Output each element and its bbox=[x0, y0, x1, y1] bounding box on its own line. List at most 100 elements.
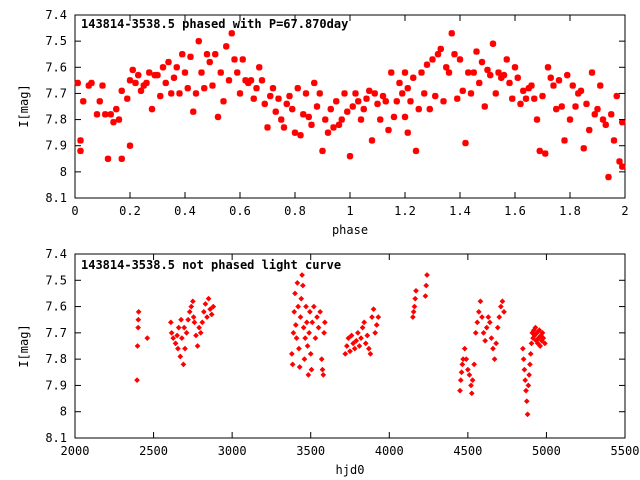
phased-data-point bbox=[470, 69, 477, 76]
phased-data-point bbox=[418, 69, 425, 76]
phased-y-tick-label: 7.8 bbox=[45, 113, 67, 127]
phased-data-point bbox=[539, 92, 546, 100]
phased-data-point bbox=[393, 98, 400, 105]
phased-data-point bbox=[602, 121, 609, 128]
unphased-data-point bbox=[321, 329, 328, 336]
unphased-data-point bbox=[477, 298, 484, 305]
phased-data-point bbox=[275, 95, 282, 102]
phased-data-point bbox=[608, 111, 615, 118]
unphased-data-point bbox=[464, 366, 471, 373]
phased-data-point bbox=[322, 116, 329, 123]
phased-x-tick-label: 0.4 bbox=[174, 204, 196, 218]
phased-data-point bbox=[346, 152, 354, 160]
phased-data-point bbox=[399, 90, 406, 97]
unphased-chart: 2000 2500 3000 3500 4000 4500 5000 5500 7.4 7.5 7.… bbox=[17, 247, 639, 477]
phased-data-point bbox=[228, 30, 235, 37]
unphased-data-point bbox=[294, 279, 301, 286]
phased-data-point bbox=[355, 98, 362, 105]
unphased-data-point bbox=[135, 316, 142, 323]
phased-data-point bbox=[170, 74, 178, 81]
phased-data-point bbox=[407, 98, 414, 105]
unphased-data-point bbox=[302, 335, 309, 342]
phased-x-tick-label: 0.6 bbox=[229, 204, 251, 218]
unphased-chart-title: 143814-3538.5 not phased light curve bbox=[81, 258, 341, 272]
phased-data-point bbox=[157, 92, 164, 100]
phased-data-point bbox=[432, 92, 439, 100]
unphased-data-point bbox=[351, 345, 358, 352]
unphased-data-point bbox=[300, 324, 307, 331]
phased-data-point bbox=[404, 129, 411, 136]
phased-data-point bbox=[594, 105, 601, 113]
phased-data-point bbox=[146, 69, 153, 76]
unphased-data-point bbox=[314, 314, 320, 321]
phased-data-point bbox=[217, 69, 224, 76]
unphased-data-point bbox=[488, 335, 495, 342]
phased-data-point bbox=[126, 142, 134, 149]
unphased-x-tick-label: 4000 bbox=[375, 444, 404, 458]
unphased-data-point bbox=[175, 324, 182, 331]
unphased-x-tick-label: 5500 bbox=[611, 444, 640, 458]
unphased-data-point bbox=[524, 411, 531, 418]
unphased-data-point bbox=[471, 361, 478, 368]
phased-data-point bbox=[374, 100, 381, 108]
phased-data-point bbox=[616, 158, 623, 165]
unphased-data-point bbox=[539, 329, 546, 336]
phased-data-point bbox=[313, 103, 321, 110]
phased-data-point bbox=[555, 77, 563, 84]
phased-data-point bbox=[77, 137, 84, 144]
unphased-data-point bbox=[365, 345, 372, 352]
unphased-data-point bbox=[319, 366, 326, 373]
phased-data-point bbox=[517, 100, 524, 108]
phased-data-point bbox=[434, 51, 442, 58]
phased-data-point bbox=[465, 69, 472, 76]
phased-x-axis-label: phase bbox=[332, 223, 368, 237]
phased-data-point bbox=[214, 113, 222, 121]
unphased-data-point bbox=[519, 345, 526, 352]
unphased-data-point bbox=[364, 332, 371, 339]
phased-y-axis-label: I[mag] bbox=[17, 84, 31, 127]
unphased-y-tick-label: 7.8 bbox=[45, 352, 67, 366]
unphased-data-point bbox=[291, 308, 298, 315]
unphased-data-point bbox=[186, 308, 193, 315]
unphased-data-point bbox=[182, 345, 188, 352]
unphased-data-point bbox=[202, 300, 209, 307]
phased-data-point bbox=[93, 111, 101, 118]
unphased-data-point bbox=[135, 324, 142, 331]
phased-data-point bbox=[344, 108, 351, 115]
unphased-data-point bbox=[295, 345, 302, 352]
phased-data-point bbox=[239, 56, 246, 63]
unphased-data-point bbox=[491, 356, 498, 363]
phased-data-point bbox=[184, 85, 191, 92]
unphased-data-point bbox=[290, 329, 297, 336]
unphased-data-point bbox=[525, 382, 532, 389]
unphased-data-point bbox=[306, 308, 313, 315]
phased-data-point bbox=[478, 58, 486, 66]
unphased-data-point bbox=[468, 390, 475, 397]
phased-data-point bbox=[291, 129, 299, 136]
unphased-data-points bbox=[134, 272, 548, 418]
unphased-data-point bbox=[367, 350, 374, 357]
phased-data-point bbox=[456, 56, 464, 63]
phased-data-point bbox=[302, 90, 310, 97]
phased-data-point bbox=[234, 69, 241, 76]
phased-data-point bbox=[333, 98, 340, 105]
phased-data-point bbox=[173, 64, 180, 71]
unphased-data-point bbox=[317, 308, 324, 315]
unphased-data-point bbox=[144, 335, 151, 342]
phased-data-point bbox=[379, 92, 387, 100]
phased-data-point bbox=[267, 92, 274, 100]
unphased-data-point bbox=[309, 319, 316, 326]
phased-data-point bbox=[533, 116, 541, 123]
unphased-data-point bbox=[308, 366, 315, 373]
unphased-data-point bbox=[299, 272, 306, 278]
unphased-data-point bbox=[293, 335, 300, 342]
unphased-data-point bbox=[536, 327, 543, 334]
unphased-data-point bbox=[298, 295, 305, 302]
phased-data-point bbox=[476, 79, 483, 87]
phased-data-point bbox=[492, 90, 499, 97]
phased-data-point bbox=[349, 103, 356, 110]
unphased-plot-frame bbox=[74, 253, 626, 439]
unphased-data-point bbox=[497, 303, 504, 310]
phased-data-point bbox=[154, 71, 161, 79]
phased-data-point bbox=[247, 77, 255, 84]
